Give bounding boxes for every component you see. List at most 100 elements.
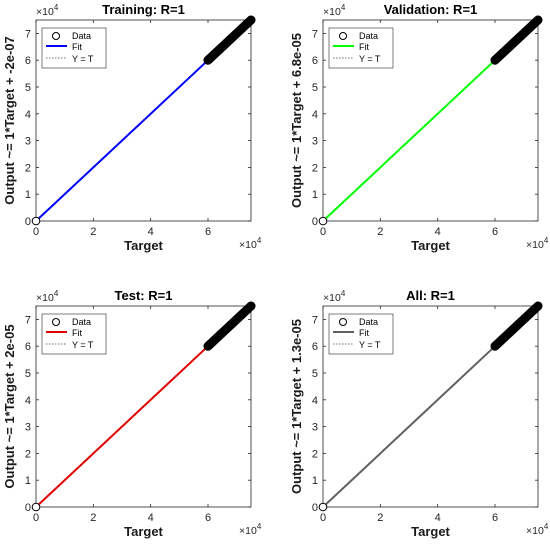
y-tick-label: 5 (25, 368, 31, 380)
x-tick-label: 4 (435, 226, 441, 238)
fit-line (322, 59, 496, 222)
y-tick-label: 3 (25, 422, 31, 434)
x-tick-label: 4 (148, 512, 154, 524)
legend-label: Fit (359, 42, 369, 52)
legend-label: Data (72, 31, 91, 41)
data-point (246, 15, 256, 25)
y-tick-label: 6 (25, 341, 31, 353)
x-tick-label: 0 (33, 512, 39, 524)
y-tick-label: 3 (312, 422, 318, 434)
y-tick-label: 5 (312, 82, 318, 94)
y-axis-multiplier-exp: 4 (341, 289, 346, 298)
y-axis-label: Output ~= 1*Target + 2e-05 (2, 324, 17, 488)
y-tick-label: 6 (312, 55, 318, 67)
x-tick-label: 2 (377, 512, 383, 524)
legend-label: Y = T (359, 340, 381, 350)
y-axis-multiplier: ×104 (323, 289, 346, 304)
x-tick-label: 2 (377, 226, 383, 238)
legend-label: Data (359, 317, 378, 327)
legend-label: Data (72, 317, 91, 327)
y-tick-label: 2 (312, 448, 318, 460)
x-tick-label: 2 (90, 512, 96, 524)
subplot-title: Validation: R=1 (384, 2, 478, 17)
y-tick-label: 7 (25, 28, 31, 40)
y-tick-label: 2 (25, 162, 31, 174)
y-tick-label: 4 (312, 395, 318, 407)
y-axis-label: Output ~= 1*Target + 6.8e-05 (289, 33, 304, 208)
y-axis-multiplier: ×104 (36, 3, 59, 18)
y-axis-multiplier-base: ×10 (36, 6, 54, 18)
y-tick-label: 4 (25, 109, 31, 121)
x-tick-label: 6 (492, 226, 498, 238)
x-axis-multiplier-base: ×10 (526, 239, 544, 251)
x-axis-multiplier-exp: 4 (544, 522, 549, 531)
y-tick-label: 2 (312, 162, 318, 174)
x-axis-multiplier-base: ×10 (526, 525, 544, 537)
y-tick-label: 1 (25, 189, 31, 201)
y-tick-label: 5 (312, 368, 318, 380)
y-axis-multiplier-exp: 4 (54, 3, 59, 12)
y-tick-label: 3 (25, 136, 31, 148)
y-tick-label: 5 (25, 82, 31, 94)
legend-label: Fit (72, 328, 82, 338)
data-point (533, 15, 543, 25)
y-axis-multiplier: ×104 (323, 3, 346, 18)
y-axis-multiplier-base: ×10 (36, 292, 54, 304)
x-axis-multiplier: ×104 (526, 236, 549, 251)
x-axis-multiplier-exp: 4 (544, 236, 549, 245)
data-point (318, 216, 328, 226)
x-axis-label: Target (411, 238, 450, 253)
x-axis-multiplier-base: ×10 (239, 525, 257, 537)
fit-line (35, 59, 209, 222)
subplot-title: Test: R=1 (115, 288, 173, 303)
y-tick-label: 4 (25, 395, 31, 407)
x-axis-label: Target (124, 524, 163, 539)
legend-data-marker (339, 32, 347, 40)
x-tick-label: 6 (492, 512, 498, 524)
legend-label: Data (359, 31, 378, 41)
y-tick-label: 0 (312, 502, 318, 514)
y-tick-label: 0 (25, 216, 31, 228)
x-axis-label: Target (124, 238, 163, 253)
y-tick-label: 7 (312, 314, 318, 326)
y-tick-label: 7 (312, 28, 318, 40)
legend-data-marker (52, 318, 60, 326)
legend-label: Y = T (72, 54, 94, 64)
x-axis-multiplier: ×104 (526, 522, 549, 537)
legend-data-marker (52, 32, 60, 40)
legend-label: Fit (359, 328, 369, 338)
x-axis-multiplier-exp: 4 (257, 522, 262, 531)
x-axis-multiplier-exp: 4 (257, 236, 262, 245)
y-tick-label: 7 (25, 314, 31, 326)
x-axis-multiplier: ×104 (239, 236, 262, 251)
x-tick-label: 6 (205, 226, 211, 238)
x-tick-label: 2 (90, 226, 96, 238)
y-tick-label: 6 (25, 55, 31, 67)
y-axis-multiplier-base: ×10 (323, 6, 341, 18)
subplot-title: All: R=1 (406, 288, 455, 303)
data-point (533, 301, 543, 311)
data-point (31, 216, 41, 226)
legend-label: Y = T (72, 340, 94, 350)
legend-label: Y = T (359, 54, 381, 64)
data-point (318, 502, 328, 512)
y-axis-label: Output ~= 1*Target + -2e-07 (2, 36, 17, 204)
y-tick-label: 1 (25, 475, 31, 487)
legend-data-marker (339, 318, 347, 326)
x-axis-multiplier: ×104 (239, 522, 262, 537)
fit-line (322, 345, 496, 508)
y-tick-label: 3 (312, 136, 318, 148)
data-point (246, 301, 256, 311)
y-tick-label: 0 (312, 216, 318, 228)
y-tick-label: 1 (312, 189, 318, 201)
y-axis-multiplier-exp: 4 (341, 3, 346, 12)
